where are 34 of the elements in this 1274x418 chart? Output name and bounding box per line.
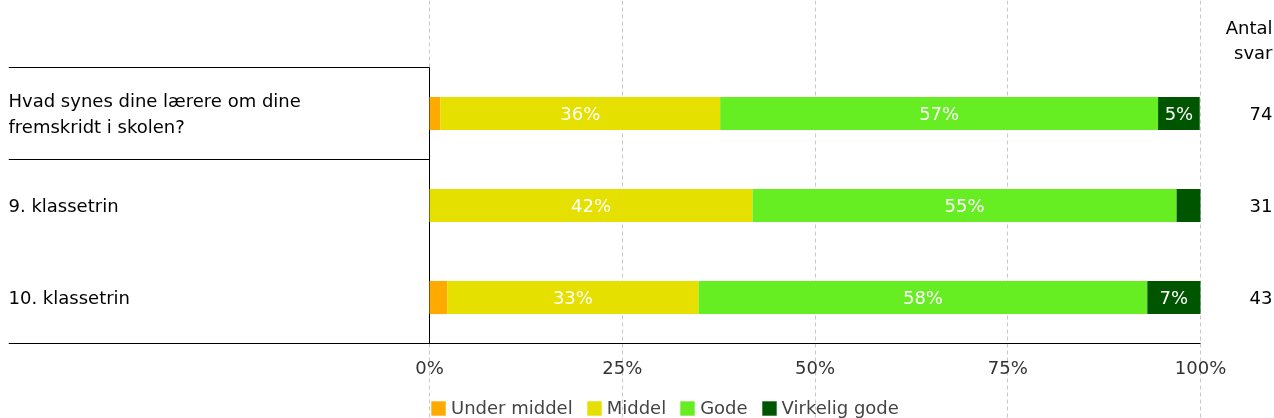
data-label: 5% [1164,103,1194,124]
bar [440,96,721,131]
legend-label: Under middel [451,397,573,418]
text: 74 [1249,103,1273,124]
legend-label: Virkelig gode [781,397,899,418]
x-tick-label: 100% [1174,357,1227,378]
legend-label: Gode [700,397,748,418]
text: Antal svar [1225,17,1274,64]
bar [1176,188,1201,223]
data-label: 58% [902,287,943,308]
bar [429,96,441,131]
x-tick-label: 75% [987,357,1028,378]
data-label: 57% [919,103,960,124]
y-tick-label: 10. klassetrin [8,287,130,308]
data-label: 42% [571,195,612,216]
y-tick-label: Hvad synes dine lærere om dine fremskridt i skolen? [8,90,301,137]
x-tick-label: 0% [415,357,444,378]
bar [752,188,1177,223]
bar [698,280,1148,315]
bar [429,280,448,315]
bar [429,188,753,223]
bar [720,96,1159,131]
data-label: 36% [560,103,601,124]
data-label: 55% [944,195,985,216]
legend-label: Middel [606,397,667,418]
text: 31 [1249,195,1273,216]
bar [447,280,699,315]
bar [1147,280,1201,315]
x-tick-label: 50% [795,357,836,378]
data-label: 7% [1159,287,1189,308]
y-tick-label: 9. klassetrin [8,195,119,216]
text: 43 [1249,287,1273,308]
data-label: 33% [552,287,593,308]
x-tick-label: 25% [602,357,643,378]
